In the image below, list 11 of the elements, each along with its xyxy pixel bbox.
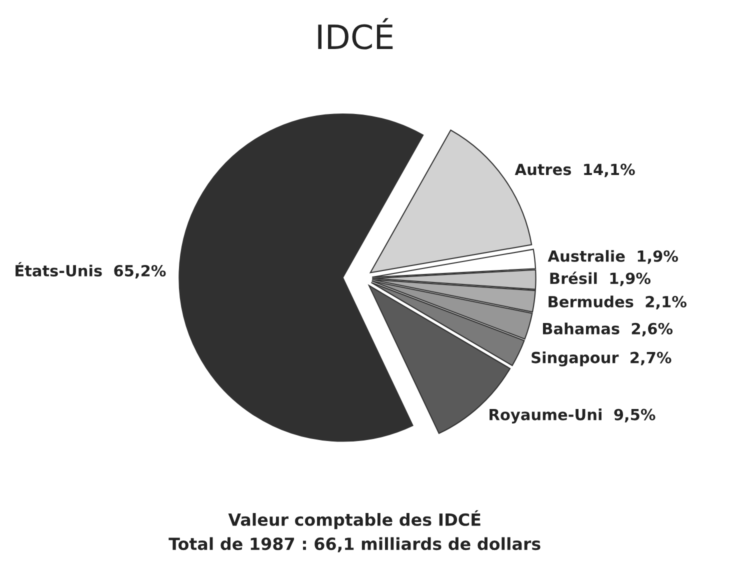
slice-label: Autres 14,1% <box>514 164 635 178</box>
text: Valeur comptable des IDCÉ <box>228 510 480 530</box>
chart-title: IDCÉ <box>318 18 393 50</box>
slice-label: Australie 1,9% <box>548 250 678 264</box>
slice-label: Brésil 1,9% <box>550 272 651 286</box>
slice-label: Bermudes 2,1% <box>548 296 686 310</box>
slice-label: Bahamas 2,6% <box>542 322 673 336</box>
text: Total de 1987 : 66,1 milliards de dollars <box>168 537 540 552</box>
slice-label: Singapour 2,7% <box>532 352 672 366</box>
slice-label: États-Unis 65,2% <box>16 262 166 278</box>
slice-label: Royaume-Uni 9,5% <box>490 408 656 424</box>
